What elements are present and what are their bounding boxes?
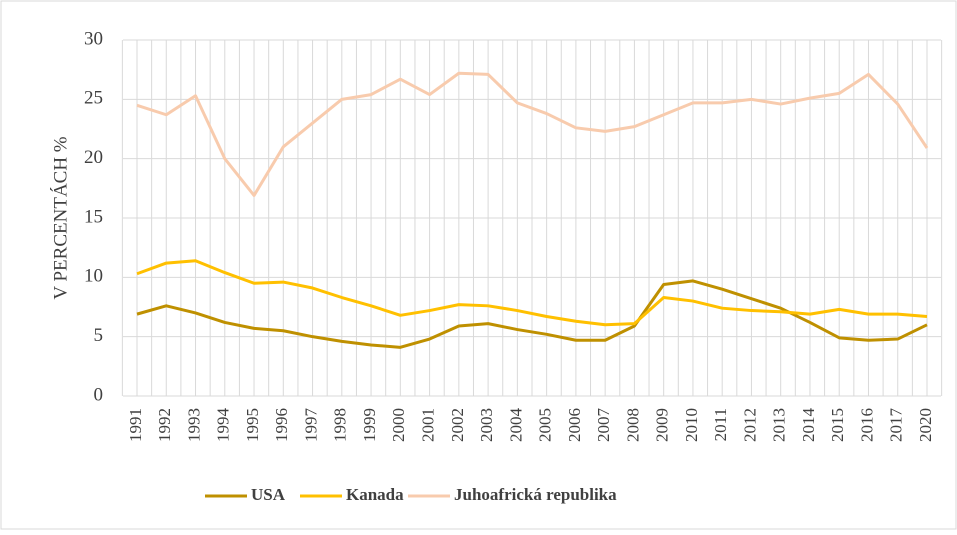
x-tick-label: 1994 (214, 408, 233, 443)
x-tick-label: 2006 (565, 408, 584, 442)
y-tick-label: 10 (84, 266, 103, 287)
x-tick-label: 2010 (682, 408, 701, 442)
x-tick-label: 2003 (477, 408, 496, 442)
y-tick-label: 15 (84, 206, 103, 227)
x-tick-label: 2017 (887, 408, 906, 443)
x-tick-label: 1999 (360, 408, 379, 442)
y-tick-label: 20 (84, 147, 103, 168)
x-tick-label: 2005 (536, 408, 555, 442)
y-tick-label: 25 (84, 88, 103, 109)
y-axis-label: V PERCENTÁCH % (49, 136, 71, 299)
x-tick-label: 2011 (711, 408, 730, 441)
x-tick-label: 2002 (448, 408, 467, 442)
x-tick-label: 1995 (243, 408, 262, 442)
x-tick-label: 2001 (418, 408, 437, 442)
legend-label: USA (251, 485, 286, 504)
x-tick-label: 2016 (857, 408, 876, 442)
x-tick-label: 1996 (272, 408, 291, 442)
y-tick-label: 30 (84, 28, 103, 49)
x-tick-label: 2013 (770, 408, 789, 442)
x-tick-label: 2009 (653, 408, 672, 442)
x-tick-label: 2008 (623, 408, 642, 442)
x-tick-label: 2020 (916, 408, 935, 442)
x-tick-label: 2007 (594, 408, 613, 443)
x-tick-label: 1991 (126, 408, 145, 442)
x-tick-label: 2012 (740, 408, 759, 442)
x-tick-label: 2004 (506, 408, 525, 443)
x-tick-label: 2015 (828, 408, 847, 442)
series-line (136, 279, 928, 349)
series-line (136, 71, 929, 197)
x-tick-label: 2000 (389, 408, 408, 442)
legend-label: Kanada (346, 485, 404, 504)
series-line (136, 259, 928, 327)
y-tick-label: 5 (94, 325, 104, 346)
y-tick-label: 0 (94, 384, 104, 405)
x-tick-label: 1997 (301, 408, 320, 443)
x-tick-label: 1998 (331, 408, 350, 442)
legend-label: Juhoafrická republika (454, 485, 617, 504)
x-tick-label: 2014 (799, 408, 818, 443)
x-tick-label: 1992 (155, 408, 174, 442)
x-tick-label: 1993 (184, 408, 203, 442)
